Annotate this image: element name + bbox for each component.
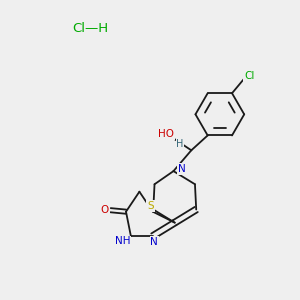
Text: NH: NH: [115, 236, 130, 246]
Text: H: H: [176, 139, 184, 149]
Text: Cl: Cl: [244, 71, 254, 81]
Text: N: N: [178, 164, 186, 174]
Text: S: S: [147, 201, 154, 211]
Text: HO: HO: [158, 129, 174, 139]
Text: N: N: [150, 237, 158, 247]
Text: Cl—H: Cl—H: [73, 22, 109, 34]
Text: O: O: [100, 205, 109, 214]
